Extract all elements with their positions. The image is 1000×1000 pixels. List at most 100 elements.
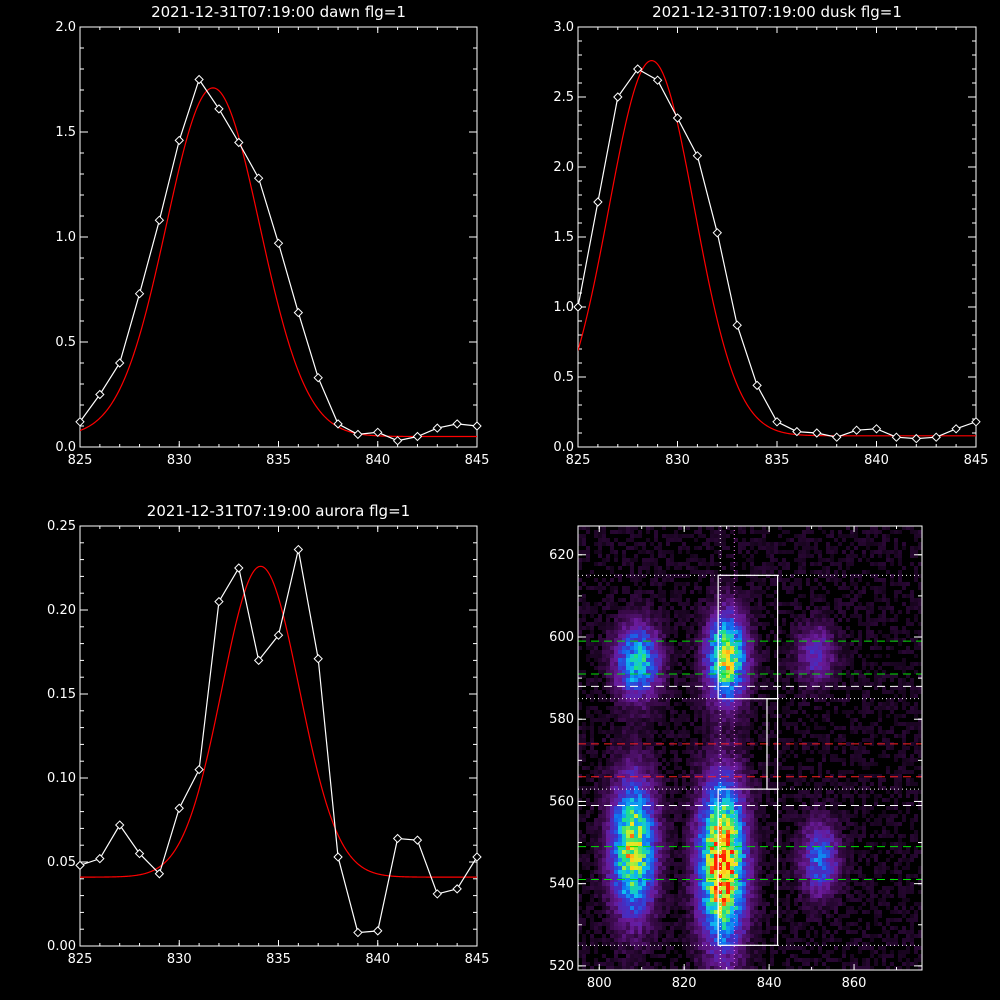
image-pixel (638, 710, 642, 714)
image-pixel (786, 806, 790, 810)
image-pixel (634, 806, 638, 810)
image-pixel (618, 634, 622, 638)
image-pixel (818, 818, 822, 822)
image-pixel (594, 770, 598, 774)
image-pixel (758, 790, 762, 794)
data-point-marker (452, 884, 462, 894)
image-pixel (662, 746, 666, 750)
image-pixel (630, 670, 634, 674)
image-pixel (814, 614, 818, 618)
image-pixel (806, 806, 810, 810)
image-pixel (598, 758, 602, 762)
image-pixel (694, 694, 698, 698)
image-pixel (914, 670, 918, 674)
image-pixel (662, 718, 666, 722)
image-pixel (766, 738, 770, 742)
image-pixel (598, 530, 602, 534)
image-pixel (610, 758, 614, 762)
image-pixel (830, 686, 834, 690)
image-pixel (786, 586, 790, 590)
image-pixel (586, 786, 590, 790)
image-pixel (734, 638, 738, 642)
image-pixel (646, 606, 650, 610)
image-pixel (634, 654, 638, 658)
image-pixel (694, 826, 698, 830)
image-pixel (870, 562, 874, 566)
image-pixel (742, 722, 746, 726)
image-pixel (722, 782, 726, 786)
image-pixel (622, 614, 626, 618)
image-pixel (706, 790, 710, 794)
image-pixel (902, 802, 906, 806)
image-pixel (794, 754, 798, 758)
image-pixel (714, 550, 718, 554)
image-pixel (670, 798, 674, 802)
image-pixel (774, 746, 778, 750)
image-pixel (626, 798, 630, 802)
image-pixel (694, 566, 698, 570)
image-pixel (626, 718, 630, 722)
image-pixel (718, 646, 722, 650)
image-pixel (814, 674, 818, 678)
image-pixel (714, 810, 718, 814)
image-pixel (614, 754, 618, 758)
image-pixel (694, 778, 698, 782)
image-pixel (666, 542, 670, 546)
image-pixel (738, 550, 742, 554)
image-pixel (614, 538, 618, 542)
image-pixel (670, 638, 674, 642)
image-pixel (714, 718, 718, 722)
image-pixel (706, 818, 710, 822)
image-pixel (818, 654, 822, 658)
image-pixel (662, 694, 666, 698)
image-pixel (706, 678, 710, 682)
image-pixel (730, 718, 734, 722)
image-pixel (830, 754, 834, 758)
image-pixel (702, 742, 706, 746)
image-pixel (642, 622, 646, 626)
image-pixel (794, 666, 798, 670)
image-pixel (630, 826, 634, 830)
image-pixel (790, 622, 794, 626)
image-pixel (902, 818, 906, 822)
image-pixel (626, 650, 630, 654)
image-pixel (722, 666, 726, 670)
image-pixel (814, 678, 818, 682)
image-pixel (758, 590, 762, 594)
image-pixel (730, 798, 734, 802)
image-pixel (702, 778, 706, 782)
image-pixel (830, 782, 834, 786)
image-pixel (598, 662, 602, 666)
image-pixel (594, 798, 598, 802)
image-pixel (582, 834, 586, 838)
image-pixel (918, 602, 922, 606)
image-pixel (790, 638, 794, 642)
image-pixel (790, 674, 794, 678)
image-pixel (634, 690, 638, 694)
image-pixel (670, 794, 674, 798)
image-pixel (746, 682, 750, 686)
image-pixel (694, 726, 698, 730)
image-pixel (754, 778, 758, 782)
image-pixel (826, 822, 830, 826)
image-pixel (706, 590, 710, 594)
image-pixel (842, 818, 846, 822)
image-pixel (598, 802, 602, 806)
image-pixel (690, 662, 694, 666)
image-pixel (894, 674, 898, 678)
image-pixel (730, 698, 734, 702)
image-pixel (866, 794, 870, 798)
image-pixel (654, 626, 658, 630)
image-pixel (854, 610, 858, 614)
image-pixel (622, 710, 626, 714)
image-pixel (738, 530, 742, 534)
image-pixel (602, 662, 606, 666)
image-pixel (634, 770, 638, 774)
image-pixel (642, 678, 646, 682)
image-pixel (830, 678, 834, 682)
image-pixel (666, 666, 670, 670)
image-pixel (714, 634, 718, 638)
image-pixel (734, 694, 738, 698)
image-pixel (710, 754, 714, 758)
image-pixel (766, 682, 770, 686)
